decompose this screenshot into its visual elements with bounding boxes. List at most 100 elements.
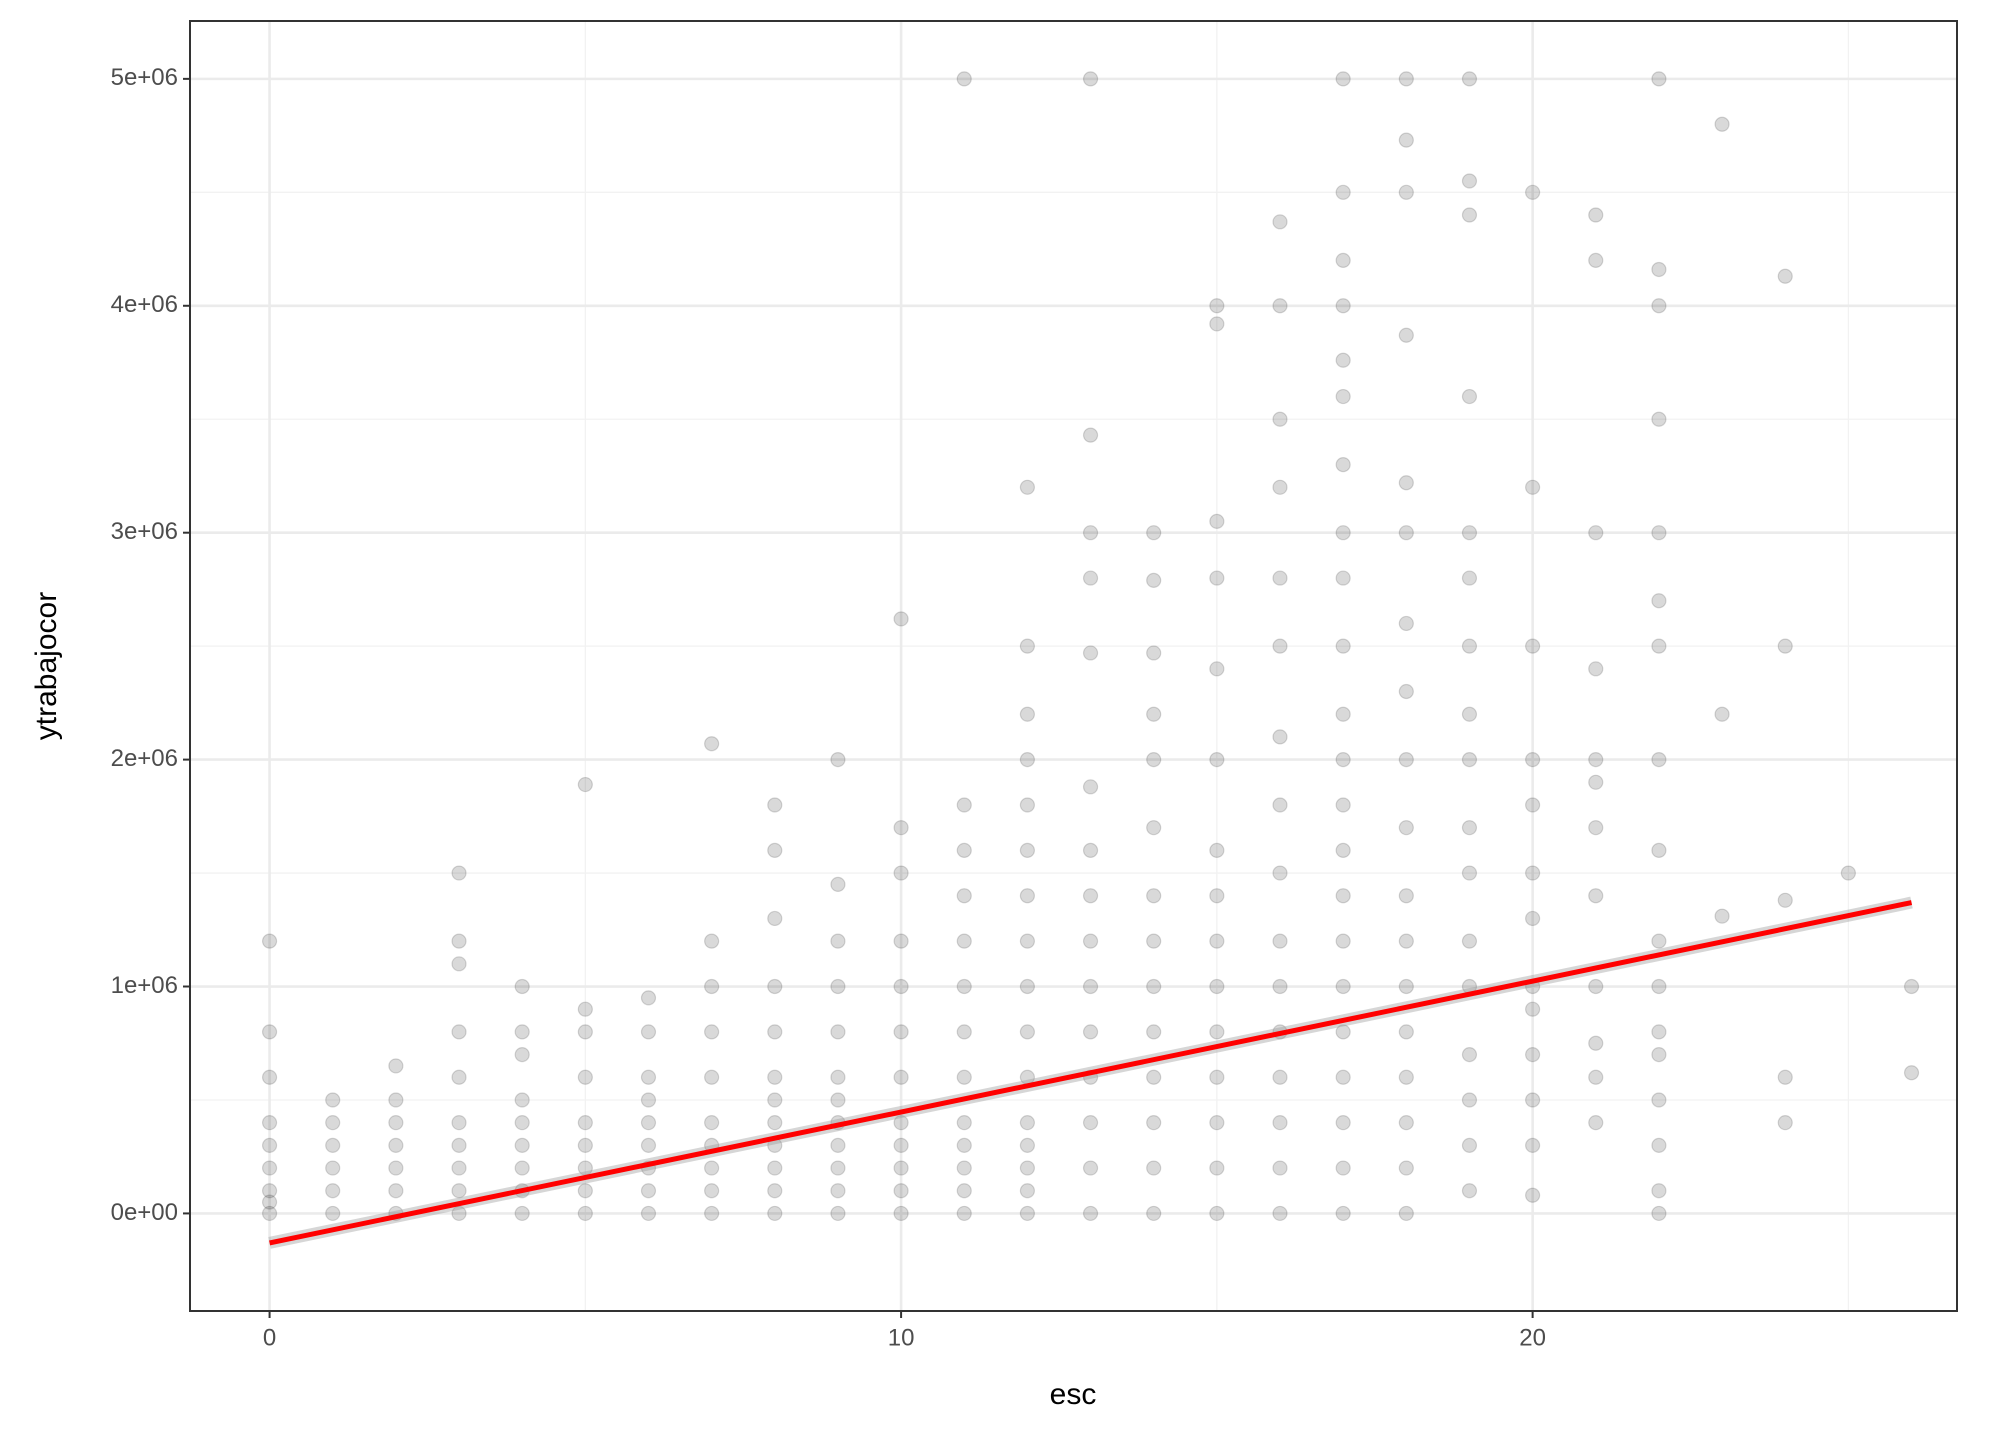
x-tick-label: 10 <box>888 1324 915 1351</box>
point <box>1525 184 1541 200</box>
point <box>1461 752 1478 768</box>
point <box>704 1115 720 1131</box>
point <box>1146 933 1162 949</box>
point <box>956 842 972 858</box>
point <box>1082 427 1099 443</box>
point <box>1335 525 1351 541</box>
point <box>1651 842 1667 858</box>
point <box>1651 71 1667 87</box>
point <box>956 1205 972 1222</box>
point <box>1082 570 1099 586</box>
point <box>1209 298 1225 314</box>
point <box>1019 706 1035 722</box>
point <box>1335 352 1351 368</box>
point <box>1335 298 1351 314</box>
point <box>1588 888 1604 904</box>
point <box>1398 1115 1414 1131</box>
point <box>388 1183 404 1199</box>
point <box>514 1137 530 1153</box>
point <box>1209 1160 1225 1176</box>
point <box>640 1024 657 1040</box>
point <box>1777 892 1793 908</box>
point <box>1019 1183 1035 1199</box>
point <box>451 1024 467 1040</box>
point <box>1209 1205 1225 1222</box>
y-tick-label: 1e+06 <box>111 972 178 999</box>
point <box>514 1160 530 1176</box>
point <box>1398 132 1414 148</box>
point <box>1398 184 1414 200</box>
point <box>1525 910 1541 927</box>
point <box>1714 706 1730 722</box>
point <box>451 933 467 949</box>
point <box>1146 1205 1162 1222</box>
point <box>1335 797 1351 813</box>
point <box>1525 752 1541 768</box>
point <box>1461 525 1478 541</box>
point <box>1588 207 1604 223</box>
point <box>830 1092 846 1108</box>
point <box>388 1092 404 1108</box>
point <box>1461 173 1478 189</box>
point <box>956 1137 972 1153</box>
point <box>1272 729 1288 745</box>
point <box>325 1115 341 1131</box>
point <box>1082 842 1099 858</box>
point <box>1903 1065 1920 1081</box>
point <box>261 1160 278 1176</box>
point <box>830 1137 846 1153</box>
point <box>1082 933 1099 949</box>
point <box>767 842 783 858</box>
point <box>451 1160 467 1176</box>
x-tick-label: 0 <box>263 1324 276 1351</box>
point <box>830 933 846 949</box>
point <box>893 1183 909 1199</box>
point <box>704 978 720 995</box>
point <box>1461 388 1478 405</box>
point <box>261 1115 278 1131</box>
point <box>830 1183 846 1199</box>
point <box>1651 978 1667 995</box>
point <box>767 1160 783 1176</box>
point <box>956 1024 972 1040</box>
point <box>1398 1205 1414 1222</box>
point <box>1398 1069 1414 1085</box>
point <box>1272 978 1288 995</box>
point <box>1082 888 1099 904</box>
point <box>1335 1024 1351 1040</box>
point <box>893 1069 909 1085</box>
point <box>514 1115 530 1131</box>
point <box>1019 638 1035 654</box>
point <box>577 776 593 793</box>
point <box>956 933 972 949</box>
point <box>1525 1187 1541 1203</box>
point <box>1335 1069 1351 1085</box>
point <box>956 797 972 813</box>
point <box>1398 933 1414 949</box>
point <box>514 1024 530 1040</box>
point <box>1525 1001 1541 1017</box>
point <box>1146 706 1162 722</box>
point <box>1777 1115 1793 1131</box>
point <box>1146 525 1162 541</box>
point <box>704 1205 720 1222</box>
point <box>640 1183 657 1199</box>
point <box>1398 683 1414 700</box>
point <box>1903 978 1920 995</box>
point <box>1209 513 1225 529</box>
point <box>451 1069 467 1085</box>
point <box>577 1069 593 1085</box>
point <box>451 1115 467 1131</box>
point <box>1019 1024 1035 1040</box>
point <box>514 1046 530 1063</box>
point <box>1588 252 1604 268</box>
point <box>388 1137 404 1153</box>
point <box>1272 797 1288 813</box>
point <box>1335 888 1351 904</box>
point <box>1398 820 1414 836</box>
point <box>893 1024 909 1040</box>
point <box>1019 1137 1035 1153</box>
point <box>1335 978 1351 995</box>
